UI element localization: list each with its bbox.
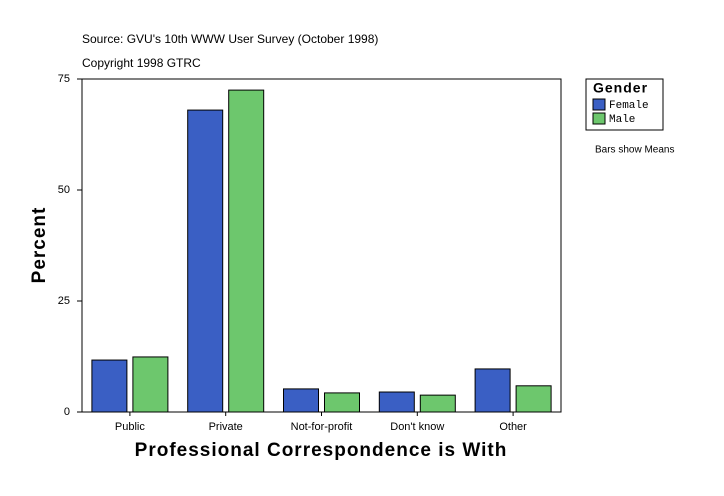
y-tick-label: 50 [58,184,70,196]
x-axis-title: Professional Correspondence is With [135,440,508,461]
x-tick-label: Private [209,421,243,433]
bar [132,356,169,413]
y-tick-label: 0 [64,406,70,418]
bar [324,392,360,413]
bar [187,109,224,413]
bar [378,391,415,413]
x-tick-label: Don't know [390,421,444,433]
source: Source: GVU's 10th WWW User Survey (Octo… [82,32,378,46]
legend-title: Gender [593,80,648,96]
bar [91,359,128,413]
y-tick-label: 75 [58,73,70,85]
x-tick-label: Other [499,421,527,433]
legend-label: Male [609,114,635,126]
bar [228,89,265,413]
y-axis-title: Percent [29,207,50,284]
legend-swatch [592,98,606,111]
bar [515,385,552,413]
copyright: Copyright 1998 GTRC [82,56,201,70]
annotation: Bars show Means [595,145,674,156]
bar [474,368,511,413]
bar [419,394,456,413]
legend-label: Female [609,100,649,112]
bar [283,388,319,413]
y-tick-label: 25 [58,295,70,307]
legend-swatch [592,112,606,125]
x-tick-label: Public [115,421,145,433]
x-tick-label: Not-for-profit [291,421,353,433]
